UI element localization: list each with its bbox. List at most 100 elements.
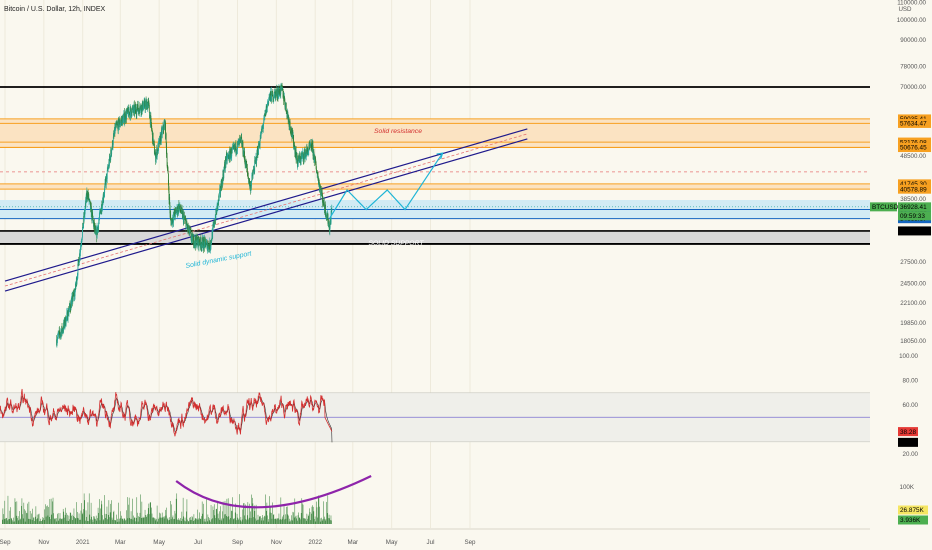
dynamic-support-channel[interactable] [4, 128, 528, 292]
candle-body-713 [283, 94, 285, 101]
volume-bar-42 [28, 501, 30, 524]
candle-body-638 [259, 145, 261, 147]
candle-body-632 [257, 149, 259, 155]
candle-body-59 [74, 283, 76, 292]
candle-body-324 [159, 136, 161, 144]
candle-body-1 [56, 342, 58, 346]
candle-body-28 [65, 317, 66, 326]
candle-body-550 [231, 149, 233, 157]
candle-body-437 [195, 235, 197, 246]
candle-body-104 [89, 199, 91, 201]
candle-body-26 [64, 324, 66, 327]
volume-bar-124 [80, 510, 82, 524]
volume-bar-76 [50, 519, 51, 524]
volume-bar-210 [135, 521, 136, 524]
volume-curve [175, 475, 372, 509]
volume-bar-497 [317, 517, 318, 524]
level-tag-4-bg [898, 143, 931, 153]
price-axis-tags: 59035.4157634.4752176.0850710.7150676.45… [870, 114, 931, 525]
volume-bar-430 [274, 519, 276, 524]
volume-bar-239 [153, 517, 155, 524]
candle-body-346 [166, 153, 168, 157]
volume-bar-175 [113, 512, 114, 524]
candle-body-355 [169, 197, 171, 206]
candle-body-824 [318, 180, 320, 183]
candle-body-458 [202, 238, 203, 244]
volume-bar-300 [192, 517, 193, 524]
candle-body-474 [207, 246, 208, 251]
volume-bar-253 [162, 517, 164, 524]
volume-bar-137 [88, 493, 90, 524]
volume-bar-34 [23, 502, 25, 524]
projection-path[interactable] [329, 152, 444, 219]
countdown-tag-bg [898, 211, 931, 221]
candle-body-335 [162, 125, 164, 130]
volume-bar-113 [73, 508, 75, 524]
volume-bar-406 [259, 516, 261, 524]
volume-bar-425 [271, 518, 273, 524]
volume-bar-442 [282, 516, 283, 524]
rsi-panel [0, 388, 870, 443]
candle-body-391 [180, 212, 182, 214]
candle-body-177 [112, 144, 114, 148]
volume-bar-329 [210, 504, 212, 524]
candle-body-142 [101, 204, 103, 210]
candle-body-753 [296, 156, 297, 161]
candle-body-629 [256, 150, 258, 161]
candle-body-291 [148, 104, 150, 113]
volume-bar-221 [142, 517, 143, 524]
candle-body-777 [303, 153, 305, 161]
candle-body-220 [126, 113, 128, 119]
volume-bar-90 [59, 518, 60, 524]
candle-body-367 [173, 216, 174, 223]
volume-bar-515 [328, 514, 330, 524]
volume-bar-66 [43, 519, 45, 524]
candle-body-476 [207, 243, 209, 249]
volume-bar-375 [239, 520, 241, 524]
candle-body-735 [290, 131, 292, 134]
candle-body-507 [217, 200, 219, 207]
volume-bar-179 [115, 520, 117, 524]
volume-bar-5 [5, 518, 6, 524]
volume-bar-278 [178, 518, 179, 524]
volume-bar-493 [314, 516, 316, 524]
volume-bar-288 [184, 517, 186, 524]
candle-body-129 [97, 226, 99, 233]
volume-bar-207 [133, 515, 134, 524]
time-axis[interactable]: Sep Nov 2021 Mar May Jul Sep Nov 2022 Mar May Jul Se… [0, 528, 870, 546]
candle-body-692 [276, 88, 278, 97]
level-tag-1-bg [898, 118, 931, 128]
volume-bar-197 [127, 497, 128, 524]
candle-body-509 [218, 195, 220, 202]
volume-bar-228 [146, 515, 148, 524]
candle-body-69 [78, 260, 79, 262]
volume-bar-385 [246, 520, 247, 524]
candle-body-703 [280, 94, 281, 95]
volume-bar-374 [239, 494, 240, 524]
candle-body-329 [160, 130, 162, 142]
volume-bar-456 [291, 515, 292, 524]
volume-bar-384 [245, 518, 247, 524]
volume-bar-356 [227, 498, 229, 524]
price-axis[interactable]: 110000.00 100000.00 90000.00 78000.00 70000.… [870, 0, 932, 550]
volume-bar-141 [91, 516, 92, 524]
volume-bar-490 [312, 506, 314, 524]
volume-bar-237 [152, 517, 153, 524]
candle-body-440 [196, 237, 198, 247]
volume-bar-19 [14, 521, 15, 524]
volume-bar-508 [324, 516, 325, 524]
candle-body-373 [174, 209, 176, 217]
candle-body-419 [189, 228, 191, 231]
volume-bar-12 [9, 510, 11, 524]
candle-body-159 [106, 170, 108, 179]
volume-bar-388 [248, 519, 249, 524]
candle-body-251 [136, 114, 137, 116]
volume-bar-481 [307, 518, 308, 524]
candle-body-61 [75, 283, 77, 287]
candle-body-730 [288, 119, 290, 127]
candle-body-133 [98, 220, 100, 223]
candle-body-300 [151, 129, 153, 131]
candle-body-526 [223, 168, 225, 171]
